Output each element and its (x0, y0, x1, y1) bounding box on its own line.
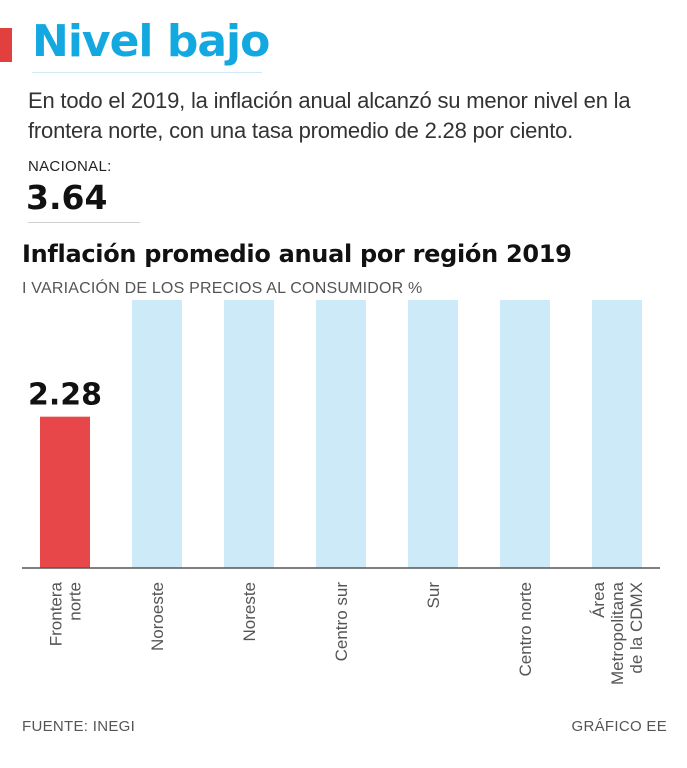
page-title: Nivel bajo (32, 16, 270, 67)
category-label-2: Noreste (240, 582, 259, 642)
category-label-line: Centro sur (332, 582, 351, 662)
bar-5 (500, 300, 550, 568)
category-label-0: Frontera norte (47, 581, 85, 646)
bar-6 (592, 300, 642, 568)
bar-chart: 2.28Fronteranorte3.14Noroeste3.68Noreste… (22, 300, 660, 685)
national-underline (28, 222, 140, 223)
national-label: NACIONAL: (28, 158, 112, 175)
category-label-line: de la CDMX (627, 582, 646, 674)
category-label-line: Sur (424, 582, 443, 609)
category-label-line: Frontera (47, 581, 66, 646)
title-underline (32, 72, 262, 73)
category-label-3: Centro sur (332, 582, 351, 662)
title-accent-bar (0, 28, 12, 62)
category-label-line: Centro norte (516, 582, 535, 677)
bar-value-label-0: 2.28 (28, 378, 102, 413)
bar-1 (132, 300, 182, 568)
chart-title: Inflación promedio anual por región 2019 (22, 240, 572, 268)
source-note: FUENTE: INEGI (22, 718, 136, 735)
category-label-line: norte (66, 582, 85, 621)
national-value: 3.64 (26, 178, 108, 217)
category-label-line: Noroeste (148, 582, 167, 651)
bar-0 (40, 416, 90, 568)
category-label-line: Metropolitana (608, 581, 627, 685)
bar-3 (316, 300, 366, 568)
category-label-line: Área (589, 581, 608, 617)
category-label-1: Noroeste (148, 582, 167, 651)
category-label-4: Sur (424, 582, 443, 609)
category-label-line: Noreste (240, 582, 259, 642)
category-label-6: Área Metropolitana de la CDMX (589, 581, 646, 685)
graphic-credit: GRÁFICO EE (571, 718, 667, 735)
chart-subtitle: I VARIACIÓN DE LOS PRECIOS AL CONSUMIDOR… (22, 280, 423, 297)
bar-2 (224, 300, 274, 568)
intro-text: En todo el 2019, la inflación anual alca… (28, 88, 631, 143)
category-label-5: Centro norte (516, 582, 535, 677)
bar-4 (408, 300, 458, 568)
